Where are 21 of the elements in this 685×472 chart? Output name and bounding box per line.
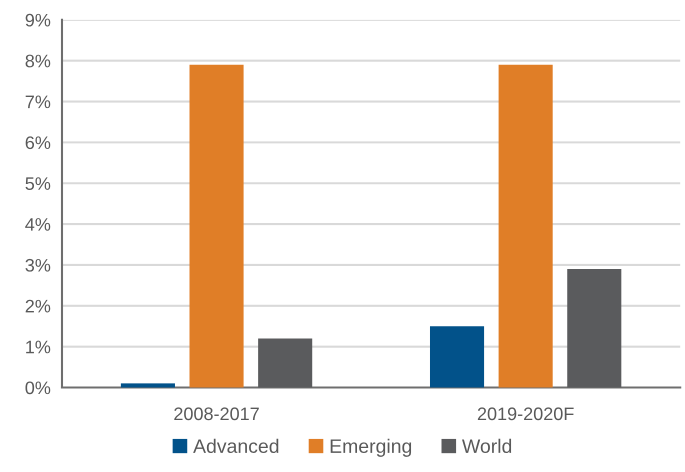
y-tick-label: 4% (25, 218, 50, 231)
bar (567, 269, 622, 388)
x-tick-label: 2019-2020F (478, 407, 574, 420)
y-tick-label: 9% (26, 14, 50, 27)
y-tick-label: 6% (26, 136, 50, 150)
y-tick-label: 3% (25, 258, 50, 272)
y-tick-label: 8% (26, 54, 50, 68)
legend-label: Advanced (193, 438, 278, 454)
bar (190, 64, 244, 388)
y-tick-label: 7% (26, 96, 50, 108)
legend-label: Emerging (330, 438, 412, 457)
bar (120, 383, 175, 388)
bar (498, 64, 553, 388)
y-tick-label: 2% (26, 300, 50, 312)
legend-label: World (462, 438, 512, 454)
bar (258, 338, 312, 388)
bar (430, 326, 484, 388)
y-tick-label: 0% (25, 381, 50, 394)
y-tick-label: 5% (26, 177, 50, 190)
x-tick-label: 2008-2017 (174, 407, 259, 420)
y-tick-label: 1% (26, 340, 50, 354)
